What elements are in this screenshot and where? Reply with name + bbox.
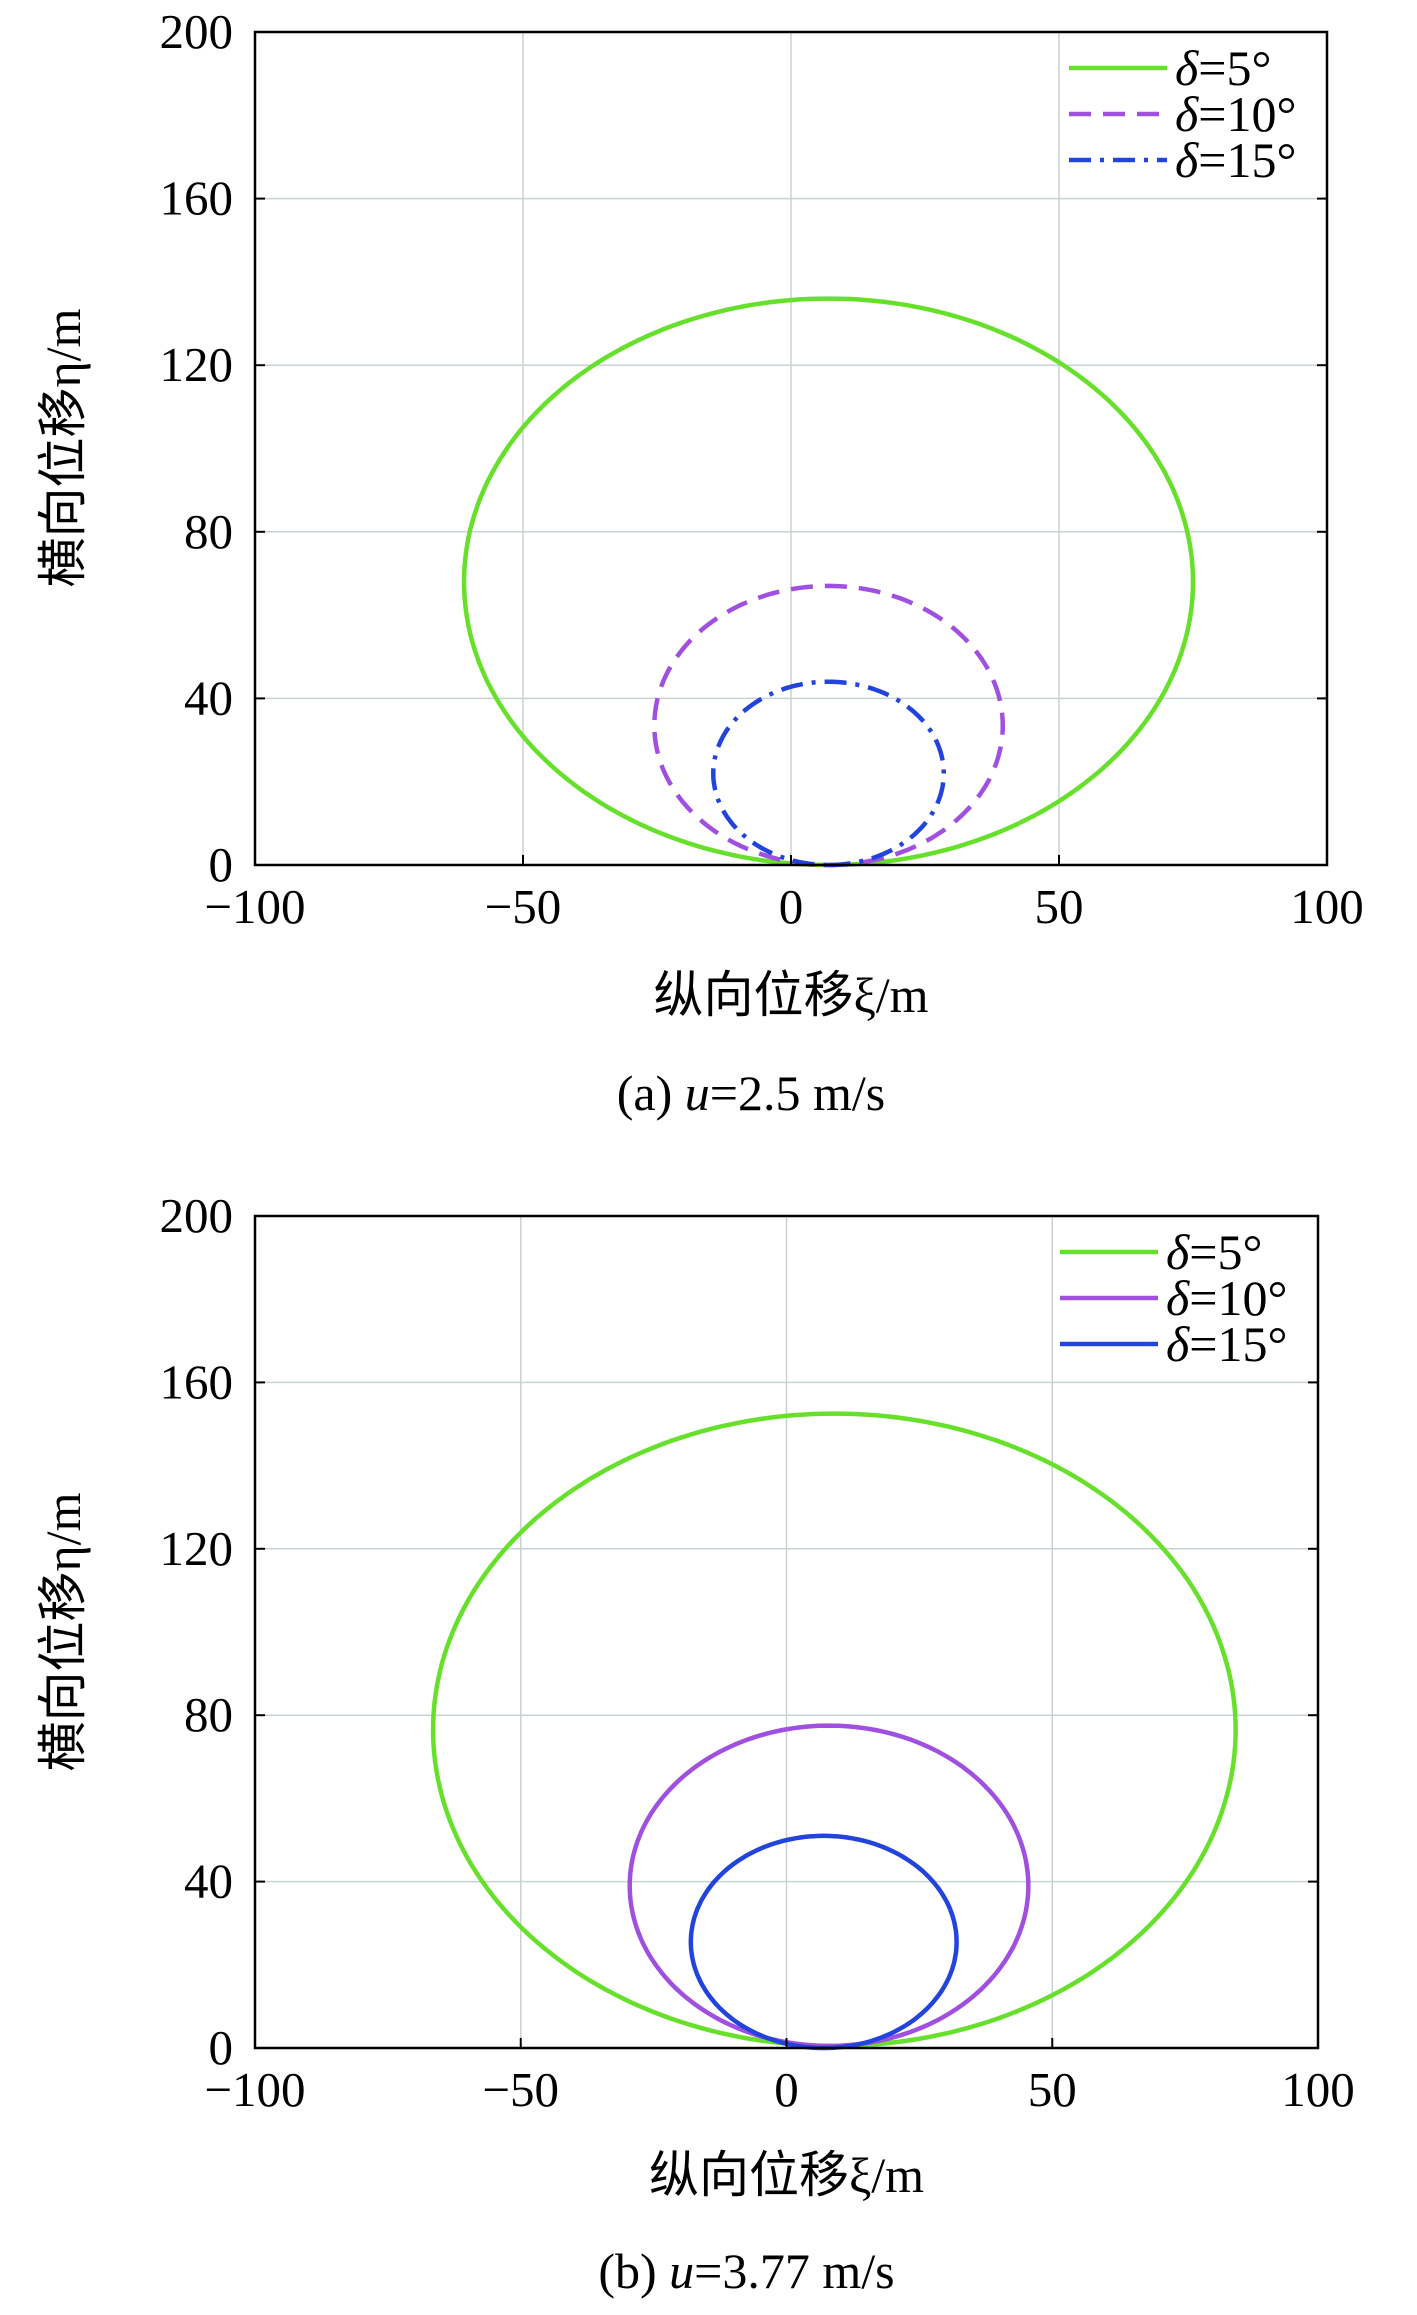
- y-tick-label: 200: [160, 1188, 234, 1243]
- series-line-1: [461, 296, 1196, 868]
- x-tick-label: 100: [1290, 879, 1364, 934]
- chart-caption: (a) u=2.5 m/s: [617, 1065, 885, 1121]
- x-tick-label: 0: [779, 879, 804, 934]
- x-tick-label: 100: [1281, 2062, 1355, 2117]
- y-tick-label: 80: [184, 1687, 233, 1742]
- chart-b: −100 −50 0 50 100 0 40 80 120 160 200 δ=5°δ=10°δ=15…: [35, 1188, 1355, 2299]
- y-tick-label: 40: [184, 1854, 233, 1909]
- x-tick-label: 50: [1028, 2062, 1077, 2117]
- x-tick-label: 50: [1035, 879, 1084, 934]
- legend-label-3: δ=15°: [1166, 1316, 1287, 1372]
- chart-caption: (b) u=3.77 m/s: [598, 2243, 894, 2299]
- legend-label-1: δ=5°: [1166, 1224, 1262, 1280]
- y-tick-label: 160: [160, 171, 234, 226]
- series-line-2: [652, 583, 1005, 868]
- legend-label-2: δ=10°: [1166, 1270, 1287, 1326]
- series-line-3: [688, 1833, 959, 2051]
- y-axis-label: 横向位移η/m: [35, 308, 91, 587]
- series-line-2: [627, 1723, 1031, 2049]
- y-tick-label: 0: [209, 2020, 234, 2075]
- y-tick-label: 120: [160, 1521, 234, 1576]
- series-line-1: [430, 1411, 1238, 2049]
- y-axis-label: 横向位移η/m: [35, 1492, 91, 1771]
- chart-a: −100 −50 0 50 100 0 40 80 120 160 200 δ=5°δ=10°δ=15…: [35, 4, 1364, 1121]
- x-tick-label: −100: [204, 2062, 305, 2117]
- y-tick-label: 200: [160, 4, 234, 59]
- legend-label-1: δ=5°: [1175, 40, 1271, 96]
- y-tick-label: 80: [184, 504, 233, 559]
- x-tick-label: −50: [485, 879, 562, 934]
- legend-label-3: δ=15°: [1175, 132, 1296, 188]
- y-tick-label: 160: [160, 1354, 234, 1409]
- y-tick-label: 0: [209, 837, 234, 892]
- x-axis-label: 纵向位移ξ/m: [649, 2147, 924, 2203]
- x-tick-label: −50: [482, 2062, 559, 2117]
- y-tick-label: 120: [160, 337, 234, 392]
- series-line-3: [711, 679, 947, 868]
- x-axis-label: 纵向位移ξ/m: [653, 967, 928, 1023]
- x-tick-label: 0: [774, 2062, 799, 2117]
- y-tick-label: 40: [184, 670, 233, 725]
- legend-label-2: δ=10°: [1175, 86, 1296, 142]
- x-tick-label: −100: [204, 879, 305, 934]
